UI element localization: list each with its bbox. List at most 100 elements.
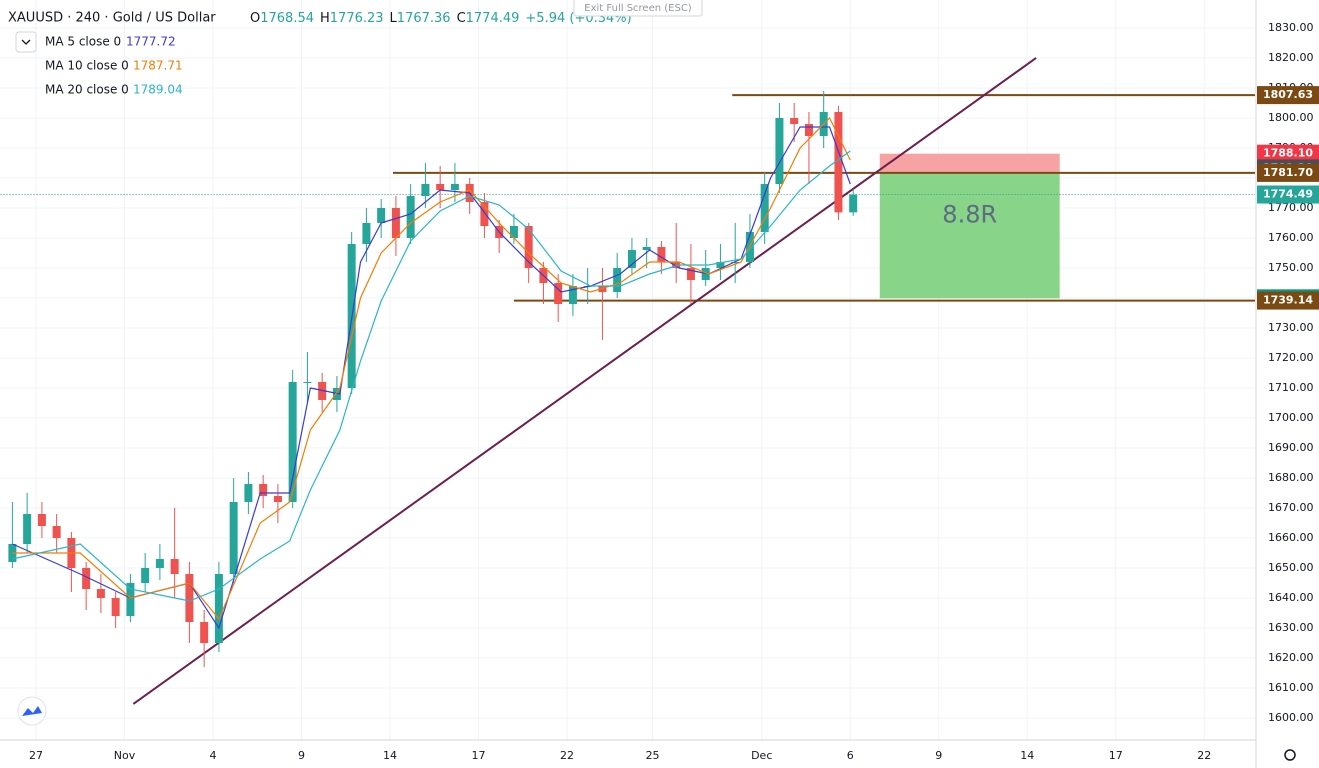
candle-body [716, 261, 725, 268]
candle-body [790, 117, 799, 124]
price-badge-label: 1807.63 [1263, 88, 1313, 101]
x-tick-label: Nov [114, 749, 136, 762]
y-tick-label: 1760.00 [1268, 231, 1314, 244]
y-tick-label: 1730.00 [1268, 321, 1314, 334]
legend-value: 1789.04 [133, 83, 183, 97]
y-tick-label: 1650.00 [1268, 561, 1314, 574]
x-tick-label: Dec [751, 749, 772, 762]
ohlc-value: 1767.36 [397, 11, 451, 26]
candle-body [760, 183, 769, 232]
x-tick-label: 27 [29, 749, 43, 762]
moving-average [12, 116, 851, 621]
candle-body [731, 261, 740, 263]
price-badge [1257, 291, 1319, 310]
y-tick-label: 1630.00 [1268, 621, 1314, 634]
candle-body [141, 568, 150, 584]
legend: MA 5 close 0 1777.72 MA 10 close 0 1787.71 M… [45, 35, 183, 97]
candle-body [52, 526, 61, 539]
candle-body [303, 382, 312, 384]
price-badge-label: 1774.49 [1263, 188, 1313, 201]
logo-icon [22, 706, 42, 716]
y-tick-label: 1690.00 [1268, 441, 1314, 454]
candle-body [480, 201, 489, 226]
ohlc-key: L [390, 11, 398, 26]
candle-body [686, 267, 695, 280]
candle-body [436, 183, 445, 190]
candle-body [672, 261, 681, 268]
candle-body [170, 559, 179, 575]
target-zone [879, 172, 1060, 299]
y-tick-label: 1610.00 [1268, 681, 1314, 694]
price-badge [1257, 86, 1319, 105]
price-badge-label: 1788.10 [1263, 147, 1313, 160]
axes: 1600.00 1610.00 1620.00 1630.00 1640.00 1650.… [29, 21, 1319, 762]
candle-body [288, 382, 297, 503]
candle-body [524, 225, 533, 268]
candle-body [96, 589, 105, 599]
legend-toggle[interactable] [15, 31, 37, 53]
candle-body [185, 574, 194, 623]
x-tick-label: 25 [646, 749, 660, 762]
y-tick-label: 1600.00 [1268, 711, 1314, 724]
moving-average [12, 126, 851, 630]
x-tick-label: 22 [1197, 749, 1211, 762]
y-tick-label: 1820.00 [1268, 51, 1314, 64]
candle-body [23, 514, 32, 545]
x-tick-label: 4 [210, 749, 217, 762]
candle-body [642, 246, 651, 250]
candle-body [657, 246, 666, 262]
candle-body [244, 484, 253, 503]
price-badge [1257, 185, 1319, 204]
exit-fullscreen-label: Exit Full Screen (ESC) [584, 3, 692, 14]
legend-value: 1777.72 [126, 35, 176, 49]
legend-name: MA 5 close 0 [45, 35, 121, 49]
y-tick-label: 1670.00 [1268, 501, 1314, 514]
y-tick-label: 1700.00 [1268, 411, 1314, 424]
y-tick-label: 1680.00 [1268, 471, 1314, 484]
candle-body [8, 544, 17, 563]
candle-body [37, 514, 46, 527]
y-tick-label: 1640.00 [1268, 591, 1314, 604]
risk-reward-label: 8.8R [942, 201, 997, 229]
x-tick-label: 6 [847, 749, 854, 762]
candle-body [509, 225, 518, 238]
logo-button[interactable] [17, 696, 47, 726]
candle-body [362, 222, 371, 244]
x-tick-label: 17 [1109, 749, 1123, 762]
y-tick-label: 1660.00 [1268, 531, 1314, 544]
candle-body [126, 583, 135, 617]
legend-name: MA 10 close 0 [45, 59, 129, 73]
candle-body [834, 111, 843, 213]
candle-body [111, 598, 120, 617]
stop-zone [879, 153, 1060, 173]
ohlc-value: 1776.23 [330, 11, 384, 26]
candle-body [775, 117, 784, 184]
candle-body [82, 568, 91, 590]
candle-body [804, 123, 813, 136]
grid [0, 0, 1255, 740]
price-badge-label: 1739.14 [1263, 294, 1313, 307]
candle-body [273, 496, 282, 503]
candle-body [259, 484, 268, 497]
y-tick-label: 1800.00 [1268, 111, 1314, 124]
candle-body [155, 559, 164, 569]
plot: 8.8R [0, 57, 1255, 705]
candle-body [849, 194, 858, 213]
candle-body [613, 267, 622, 292]
candle-body [200, 622, 209, 644]
moving-average [12, 150, 851, 602]
exit-fullscreen-button[interactable] [573, 0, 703, 17]
y-tick-label: 1620.00 [1268, 651, 1314, 664]
candle-body [377, 207, 386, 223]
legend-name: MA 20 close 0 [45, 83, 129, 97]
candle-body [406, 195, 415, 238]
candle-body [568, 285, 577, 304]
x-tick-label: 22 [560, 749, 574, 762]
settings-icon[interactable] [1284, 749, 1296, 761]
ohlc-value: 1768.54 [260, 11, 314, 26]
price-badge [1257, 144, 1319, 163]
candle-body [229, 502, 238, 575]
y-tick-label: 1720.00 [1268, 351, 1314, 364]
price-badge [1257, 163, 1319, 182]
